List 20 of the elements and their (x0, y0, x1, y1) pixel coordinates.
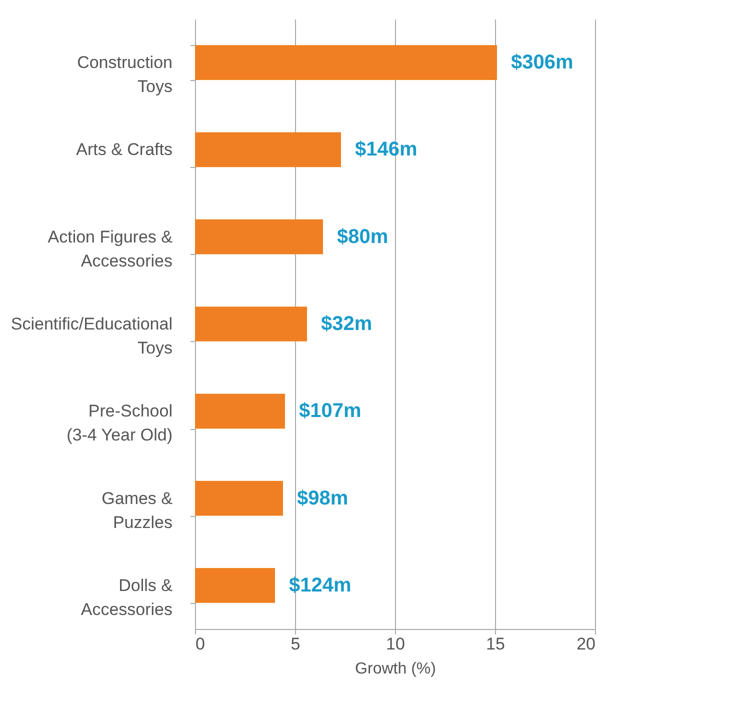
y-tick-label: Dolls & Accessories (80, 576, 174, 619)
y-tick-label: Scientific/Educational Toys (10, 314, 172, 358)
x-tick-label: 5 (290, 634, 300, 654)
annotation: $80m (337, 226, 388, 248)
y-tick-label: Construction Toys (77, 53, 172, 96)
x-axis-title: Growth (%) (355, 660, 436, 678)
y-tick-label: Games & Puzzles (102, 488, 174, 532)
y-tick-label: Action Figures & Accessories (48, 227, 174, 270)
annotation: $98m (297, 487, 348, 510)
x-tick-label: 15 (486, 634, 505, 654)
annotation: $306m (511, 52, 574, 74)
y-tick-label: Pre-School (3-4 Year Old) (66, 402, 172, 445)
annotation: $32m (321, 313, 372, 335)
x-tick-label: 0 (196, 634, 205, 654)
annotation: $124m (289, 574, 352, 596)
y-tick-label: Arts & Crafts (76, 140, 172, 160)
x-tick-label: 10 (386, 634, 405, 654)
x-tick-label: 20 (576, 634, 596, 654)
annotation: $107m (299, 400, 362, 422)
annotation: $146m (355, 138, 418, 161)
